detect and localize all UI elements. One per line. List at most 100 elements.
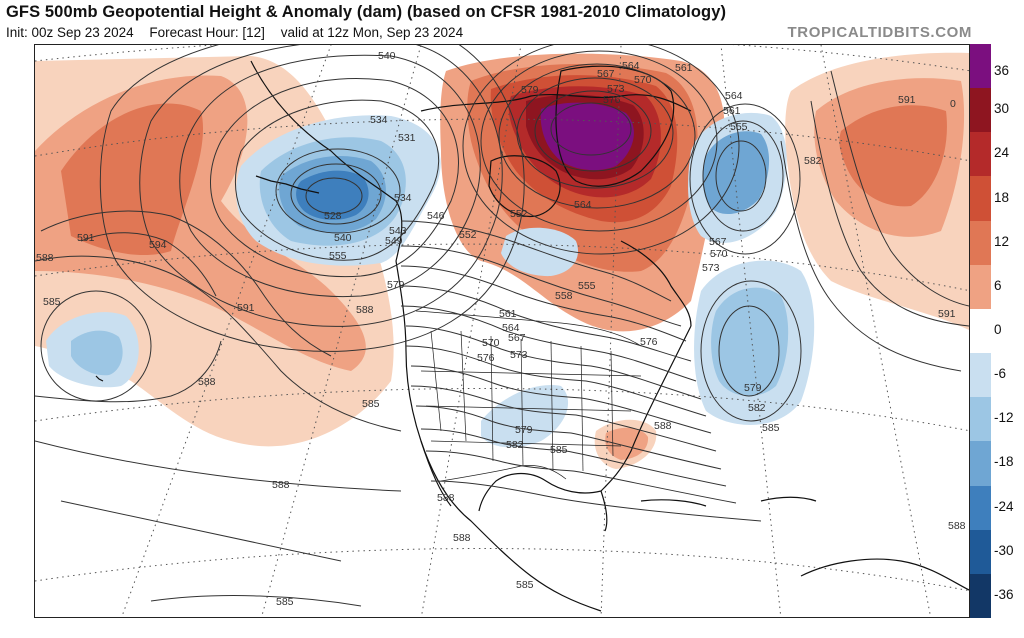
contour-588 bbox=[430, 480, 762, 522]
colorbar-cell bbox=[970, 264, 991, 310]
colorbar-cell bbox=[970, 176, 991, 222]
contour-label: 555 bbox=[329, 250, 347, 262]
grid-line bbox=[35, 118, 969, 162]
coastline-hispaniola bbox=[760, 496, 817, 502]
contour-label: 585 bbox=[550, 444, 568, 456]
colorbar-tick-label: 36 bbox=[994, 63, 1010, 79]
contour-label: 576 bbox=[640, 336, 658, 348]
contour-label: 588 bbox=[948, 520, 966, 532]
contour-label: 552 bbox=[459, 229, 477, 241]
contour-573 bbox=[410, 365, 712, 434]
grid-line bbox=[35, 548, 969, 592]
contour-label: 582 bbox=[748, 402, 766, 414]
colorbar-tick-label: 24 bbox=[994, 145, 1010, 161]
contour-label: 534 bbox=[394, 192, 412, 204]
contour-label: 555 bbox=[730, 121, 748, 133]
header: GFS 500mb Geopotential Height & Anomaly … bbox=[0, 0, 1024, 44]
contour-label: 579 bbox=[387, 279, 405, 291]
contour-atlantic-low-2 bbox=[702, 120, 784, 232]
contour-label: 576 bbox=[603, 94, 621, 106]
contour-label: 585 bbox=[516, 579, 534, 591]
coastline-florida bbox=[600, 490, 608, 532]
contour-label: 567 bbox=[709, 236, 727, 248]
contour-label: 570 bbox=[482, 337, 500, 349]
colorbar-cell bbox=[970, 529, 991, 575]
colorbar-tick-label: -30 bbox=[994, 542, 1014, 558]
anomaly-colorbar: 36 30 24 18 12 6 0 -6 -12 -18 -24 -30 -36 bbox=[970, 44, 1024, 619]
contour-576 bbox=[410, 385, 717, 452]
contour-label: 567 bbox=[597, 68, 615, 80]
contour-561 bbox=[462, 45, 740, 255]
contour-label: 585 bbox=[43, 296, 61, 308]
contour-atlantic-low-3 bbox=[689, 103, 801, 255]
colorbar-tick-label: -6 bbox=[994, 366, 1007, 382]
contour-576 bbox=[550, 102, 632, 156]
contour-564 bbox=[400, 305, 697, 382]
contour-label: 540 bbox=[378, 50, 396, 62]
contour-label: 585 bbox=[362, 398, 380, 410]
contour-label: 588 bbox=[272, 479, 290, 491]
colorbar-cell bbox=[970, 44, 991, 89]
lat-lon-grid bbox=[35, 45, 969, 617]
contour-588-far bbox=[60, 500, 342, 562]
contour-label: 534 bbox=[370, 114, 388, 126]
colorbar-cell bbox=[970, 220, 991, 266]
contour-567 bbox=[498, 63, 696, 209]
contour-label: 573 bbox=[510, 349, 528, 361]
colorbar-tick-label: 6 bbox=[994, 277, 1002, 293]
colorbar-cell bbox=[970, 441, 991, 487]
contour-588 bbox=[35, 255, 402, 432]
forecast-info: Init: 00z Sep 23 2024 Forecast Hour: [12… bbox=[6, 25, 475, 40]
contour-label: 585 bbox=[762, 422, 780, 434]
colorbar-tick-label: -24 bbox=[994, 498, 1014, 514]
grid-line bbox=[35, 388, 969, 432]
contour-label: 588 bbox=[453, 532, 471, 544]
init-time: Init: 00z Sep 23 2024 bbox=[6, 25, 134, 40]
coastline-west-na bbox=[395, 260, 602, 612]
colorbar-tick-label: 0 bbox=[994, 322, 1002, 337]
contour-label: 591 bbox=[237, 302, 255, 314]
anomaly-positive-atlantic-3 bbox=[839, 105, 947, 207]
contour-label: 561 bbox=[499, 308, 517, 320]
contour-label: 0 bbox=[950, 98, 956, 110]
contour-atlantic-low-1 bbox=[715, 140, 767, 212]
colorbar-cell bbox=[970, 308, 991, 354]
contour-label: 588 bbox=[36, 252, 54, 264]
contour-label: 543 bbox=[389, 225, 407, 237]
border-us-canada bbox=[415, 310, 642, 347]
contour-label: 582 bbox=[506, 439, 524, 451]
contour-label: 570 bbox=[710, 248, 728, 260]
contour-label: 582 bbox=[804, 155, 822, 167]
contour-label: 558 bbox=[555, 290, 573, 302]
contour-570 bbox=[139, 45, 503, 327]
anomaly-negative-great-lakes bbox=[501, 227, 579, 277]
contour-label: 555 bbox=[578, 280, 596, 292]
contour-atlantic-south-1 bbox=[718, 305, 780, 397]
border-us-mexico bbox=[440, 465, 567, 482]
state-line bbox=[430, 440, 622, 447]
coastline-east-us bbox=[600, 325, 692, 492]
contour-pacific-low bbox=[40, 290, 152, 402]
contour-label: 570 bbox=[634, 74, 652, 86]
colorbar-cell bbox=[970, 353, 991, 398]
contour-555 bbox=[400, 245, 682, 327]
grid-line bbox=[35, 45, 969, 72]
map-panel: 540 534 531 528 540 534 546 543 549 552 555 567 564 5… bbox=[34, 44, 970, 618]
contour-label: 573 bbox=[702, 262, 720, 274]
contour-label: 567 bbox=[508, 332, 526, 344]
contour-label: 528 bbox=[324, 210, 342, 222]
contour-567 bbox=[405, 325, 702, 400]
contour-588-east bbox=[830, 70, 969, 307]
contour-label: 588 bbox=[198, 376, 216, 388]
colorbar-cell bbox=[970, 397, 991, 442]
contour-585 bbox=[425, 450, 737, 504]
contour-564 bbox=[480, 50, 718, 232]
colorbar-cell bbox=[970, 88, 991, 133]
anomaly-negative-atlantic-south-2 bbox=[711, 287, 789, 397]
contour-582 bbox=[420, 428, 727, 487]
contour-label: 591 bbox=[938, 308, 956, 320]
contour-label: 579 bbox=[744, 382, 762, 394]
contour-558 bbox=[400, 265, 687, 342]
